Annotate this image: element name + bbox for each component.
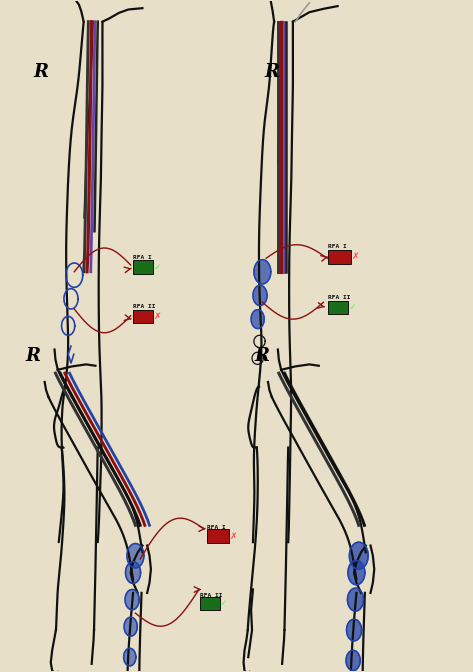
Text: RFA I: RFA I: [133, 255, 152, 259]
Polygon shape: [347, 619, 361, 641]
FancyBboxPatch shape: [207, 530, 229, 543]
Polygon shape: [350, 542, 368, 569]
Polygon shape: [346, 650, 360, 671]
FancyBboxPatch shape: [328, 250, 351, 263]
Text: ✗: ✗: [352, 253, 359, 261]
Polygon shape: [348, 560, 365, 585]
Polygon shape: [254, 259, 271, 284]
Text: ✗: ✗: [229, 532, 237, 540]
Polygon shape: [123, 648, 136, 666]
Text: RFA II: RFA II: [133, 304, 156, 309]
Text: R: R: [255, 347, 270, 366]
Polygon shape: [127, 544, 144, 568]
Polygon shape: [125, 589, 139, 610]
Text: ✓: ✓: [349, 303, 356, 312]
Polygon shape: [124, 617, 137, 636]
Text: RFA II: RFA II: [200, 593, 223, 597]
FancyBboxPatch shape: [132, 260, 153, 274]
Text: RFA II: RFA II: [328, 295, 350, 300]
Text: R: R: [26, 347, 41, 366]
Text: RFA I: RFA I: [207, 525, 226, 530]
Text: R: R: [264, 63, 279, 81]
Text: R: R: [34, 63, 49, 81]
Polygon shape: [348, 588, 363, 611]
Text: ✗: ✗: [154, 312, 161, 321]
FancyBboxPatch shape: [132, 310, 153, 323]
Text: ✓: ✓: [154, 263, 161, 271]
Polygon shape: [251, 310, 264, 329]
FancyBboxPatch shape: [328, 301, 349, 314]
Polygon shape: [125, 562, 140, 583]
FancyBboxPatch shape: [200, 597, 219, 610]
Polygon shape: [253, 286, 267, 306]
Text: RFA I: RFA I: [328, 245, 347, 249]
Text: ✓: ✓: [220, 599, 228, 608]
